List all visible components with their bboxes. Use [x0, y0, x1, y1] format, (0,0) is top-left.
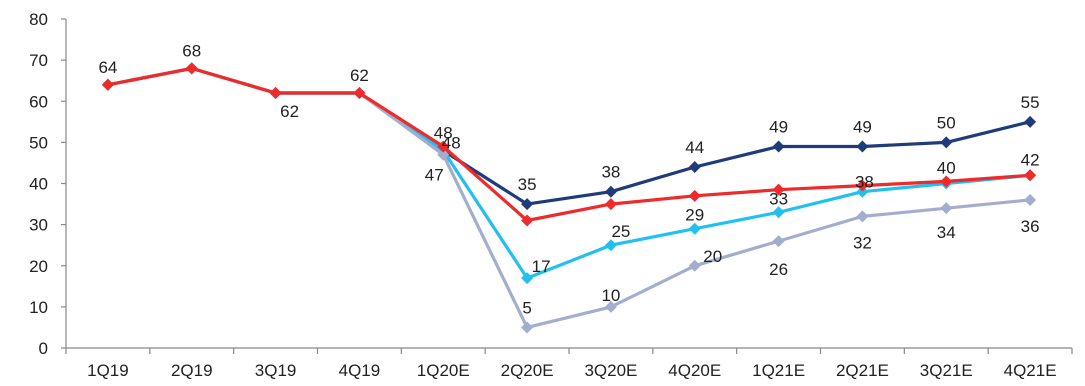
data-label: 26: [769, 260, 788, 279]
x-tick-label: 1Q19: [87, 361, 129, 380]
x-tick-label: 3Q20E: [584, 361, 637, 380]
data-label: 17: [532, 257, 551, 276]
x-tick-label: 4Q21E: [1004, 361, 1057, 380]
y-tick-label: 60: [29, 92, 48, 111]
data-label: 62: [280, 102, 299, 121]
data-label: 42: [1021, 150, 1040, 169]
x-tick-label: 4Q19: [339, 361, 381, 380]
x-tick-label: 3Q21E: [920, 361, 973, 380]
series-3-point: [604, 198, 617, 211]
series-1-point: [521, 272, 534, 285]
data-label: 64: [98, 58, 117, 77]
y-tick-label: 20: [29, 257, 48, 276]
x-tick-label: 3Q19: [255, 361, 297, 380]
series-3-point: [521, 214, 534, 227]
series-2-point: [940, 202, 953, 215]
x-tick-label: 2Q20E: [501, 361, 554, 380]
y-tick-label: 70: [29, 51, 48, 70]
data-label: 34: [937, 223, 956, 242]
data-label: 49: [769, 117, 788, 136]
series-2-point: [856, 210, 869, 223]
series-0-point: [688, 161, 701, 174]
series-2-point: [688, 259, 701, 272]
series-2-point: [1024, 193, 1037, 206]
series-3-point: [353, 87, 366, 100]
series-2-point: [521, 321, 534, 334]
series-3-point: [772, 183, 785, 196]
series-3-point: [437, 140, 450, 153]
data-label: 47: [425, 166, 444, 185]
series-line-1: [107, 66, 1031, 280]
x-tick-label: 4Q20E: [668, 361, 721, 380]
series-0-point: [1024, 115, 1037, 128]
series-0-point: [856, 140, 869, 153]
y-tick-label: 80: [29, 10, 48, 29]
series-2-point: [437, 148, 450, 161]
chart-series: [101, 62, 1037, 334]
data-label: 50: [937, 113, 956, 132]
series-3-point: [269, 87, 282, 100]
y-tick-label: 40: [29, 175, 48, 194]
data-label: 32: [853, 233, 872, 252]
series-3-point: [101, 78, 114, 91]
series-3-point: [856, 179, 869, 192]
data-label: 10: [601, 286, 620, 305]
data-label: 38: [855, 173, 874, 192]
data-label: 44: [685, 138, 704, 157]
data-label: 38: [601, 163, 620, 182]
data-label: 5: [522, 298, 531, 317]
data-label: 29: [685, 206, 704, 225]
series-line-3: [107, 66, 1031, 223]
series-3-point: [688, 189, 701, 202]
series-1-point: [688, 222, 701, 235]
series-0-point: [521, 198, 534, 211]
x-tick-label: 1Q21E: [752, 361, 805, 380]
x-tick-label: 2Q19: [171, 361, 213, 380]
y-tick-label: 30: [29, 216, 48, 235]
series-1-point: [856, 185, 869, 198]
data-label: 49: [853, 117, 872, 136]
data-label: 68: [182, 41, 201, 60]
series-3-point: [185, 62, 198, 75]
data-label: 48: [442, 134, 461, 153]
data-label: 25: [611, 222, 630, 241]
data-label: 36: [1021, 217, 1040, 236]
series-3-point: [940, 175, 953, 188]
series-2-point: [772, 235, 785, 248]
series-1-point: [772, 206, 785, 219]
series-2-point: [604, 300, 617, 313]
series-0-point: [604, 185, 617, 198]
data-label: 40: [937, 159, 956, 178]
data-label: 33: [769, 189, 788, 208]
series-0-point: [940, 136, 953, 149]
data-label: 35: [518, 175, 537, 194]
chart-data-labels: 64 68 62 62 48 35 38 44 49 49 50 55 48 17 25 29 33 38 40 42…: [98, 41, 1039, 317]
series-3-point: [1024, 169, 1037, 182]
chart-axes: 0 10 20 30 40 50 60 70 80 1Q19 2Q19 3Q19 4Q19 1Q20E 2Q…: [29, 10, 1073, 380]
data-label: 62: [350, 66, 369, 85]
y-tick-label: 50: [29, 133, 48, 152]
data-label: 20: [703, 247, 722, 266]
data-label: 55: [1021, 93, 1040, 112]
y-tick-label: 10: [29, 298, 48, 317]
y-tick-label: 0: [39, 339, 48, 358]
series-0-point: [772, 140, 785, 153]
x-tick-label: 1Q20E: [417, 361, 470, 380]
x-tick-label: 2Q21E: [836, 361, 889, 380]
data-label: 48: [434, 124, 453, 143]
series-1-point: [604, 239, 617, 252]
